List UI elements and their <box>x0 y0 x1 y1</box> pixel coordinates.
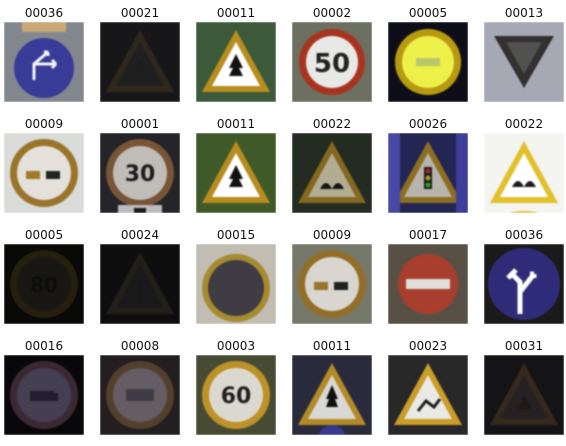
svg-text:50: 50 <box>314 49 350 79</box>
class-label: 00024 <box>120 228 160 242</box>
class-label: 00031 <box>504 339 544 353</box>
sample-cell: 00023 <box>388 333 468 438</box>
traffic-sign-image <box>388 133 468 213</box>
traffic-sign-image <box>484 244 564 324</box>
class-label: 00001 <box>120 117 160 131</box>
sample-cell: 00003 60 <box>196 333 276 438</box>
class-label: 00036 <box>504 228 544 242</box>
sample-cell: 00022 <box>292 111 372 216</box>
class-label: 00002 <box>312 6 352 20</box>
sample-cell: 00031 <box>484 333 564 438</box>
traffic-sign-image <box>388 355 468 435</box>
traffic-sign-image <box>388 244 468 324</box>
traffic-sign-image <box>292 355 372 435</box>
class-label: 00011 <box>312 339 352 353</box>
svg-text:30: 30 <box>125 162 156 187</box>
class-label: 00036 <box>24 6 64 20</box>
sample-cell: 00024 <box>100 222 180 327</box>
class-label: 00003 <box>216 339 256 353</box>
sample-cell: 00009 <box>292 222 372 327</box>
traffic-sign-image <box>100 355 180 435</box>
traffic-sign-image <box>100 244 180 324</box>
sample-cell: 00002 50 <box>292 0 372 105</box>
class-label: 00005 <box>24 228 64 242</box>
traffic-sign-image: 60 <box>196 355 276 435</box>
class-label: 00008 <box>120 339 160 353</box>
traffic-sign-image <box>196 22 276 102</box>
traffic-sign-image <box>4 355 84 435</box>
traffic-sign-image <box>4 133 84 213</box>
sample-cell: 00008 <box>100 333 180 438</box>
class-label: 00011 <box>216 117 256 131</box>
class-label: 00023 <box>408 339 448 353</box>
sample-cell: 00011 <box>292 333 372 438</box>
traffic-sign-image <box>388 22 468 102</box>
svg-text:80: 80 <box>30 273 58 297</box>
sample-cell: 00026 <box>388 111 468 216</box>
traffic-sign-image <box>196 244 276 324</box>
class-label: 00013 <box>504 6 544 20</box>
sample-cell: 00001 30 <box>100 111 180 216</box>
sample-cell: 00017 <box>388 222 468 327</box>
sample-cell: 00015 <box>196 222 276 327</box>
sample-cell: 00011 <box>196 111 276 216</box>
class-label: 00017 <box>408 228 448 242</box>
traffic-sign-image <box>484 22 564 102</box>
sample-cell: 00036 <box>484 222 564 327</box>
class-label: 00021 <box>120 6 160 20</box>
svg-text:60: 60 <box>221 384 252 409</box>
sample-cell: 00036 <box>4 0 84 105</box>
sample-cell: 00013 <box>484 0 564 105</box>
traffic-sign-image <box>484 355 564 435</box>
traffic-sign-image: 80 <box>4 244 84 324</box>
traffic-sign-image <box>292 244 372 324</box>
traffic-sign-image <box>196 133 276 213</box>
class-label: 00009 <box>24 117 64 131</box>
class-label: 00009 <box>312 228 352 242</box>
sample-cell: 00005 <box>388 0 468 105</box>
sample-cell: 00009 <box>4 111 84 216</box>
sample-cell: 00022 <box>484 111 564 216</box>
class-label: 00016 <box>24 339 64 353</box>
class-label: 00011 <box>216 6 256 20</box>
traffic-sign-image <box>484 133 564 213</box>
sample-cell: 00016 <box>4 333 84 438</box>
traffic-sign-image <box>100 22 180 102</box>
traffic-sign-image <box>4 22 84 102</box>
sample-cell: 00011 <box>196 0 276 105</box>
traffic-sign-image <box>292 133 372 213</box>
traffic-sign-image: 50 <box>292 22 372 102</box>
sample-cell: 00021 <box>100 0 180 105</box>
class-label: 00022 <box>312 117 352 131</box>
class-label: 00026 <box>408 117 448 131</box>
class-label: 00022 <box>504 117 544 131</box>
traffic-sign-image: 30 <box>100 133 180 213</box>
class-label: 00015 <box>216 228 256 242</box>
class-label: 00005 <box>408 6 448 20</box>
sample-cell: 00005 80 <box>4 222 84 327</box>
